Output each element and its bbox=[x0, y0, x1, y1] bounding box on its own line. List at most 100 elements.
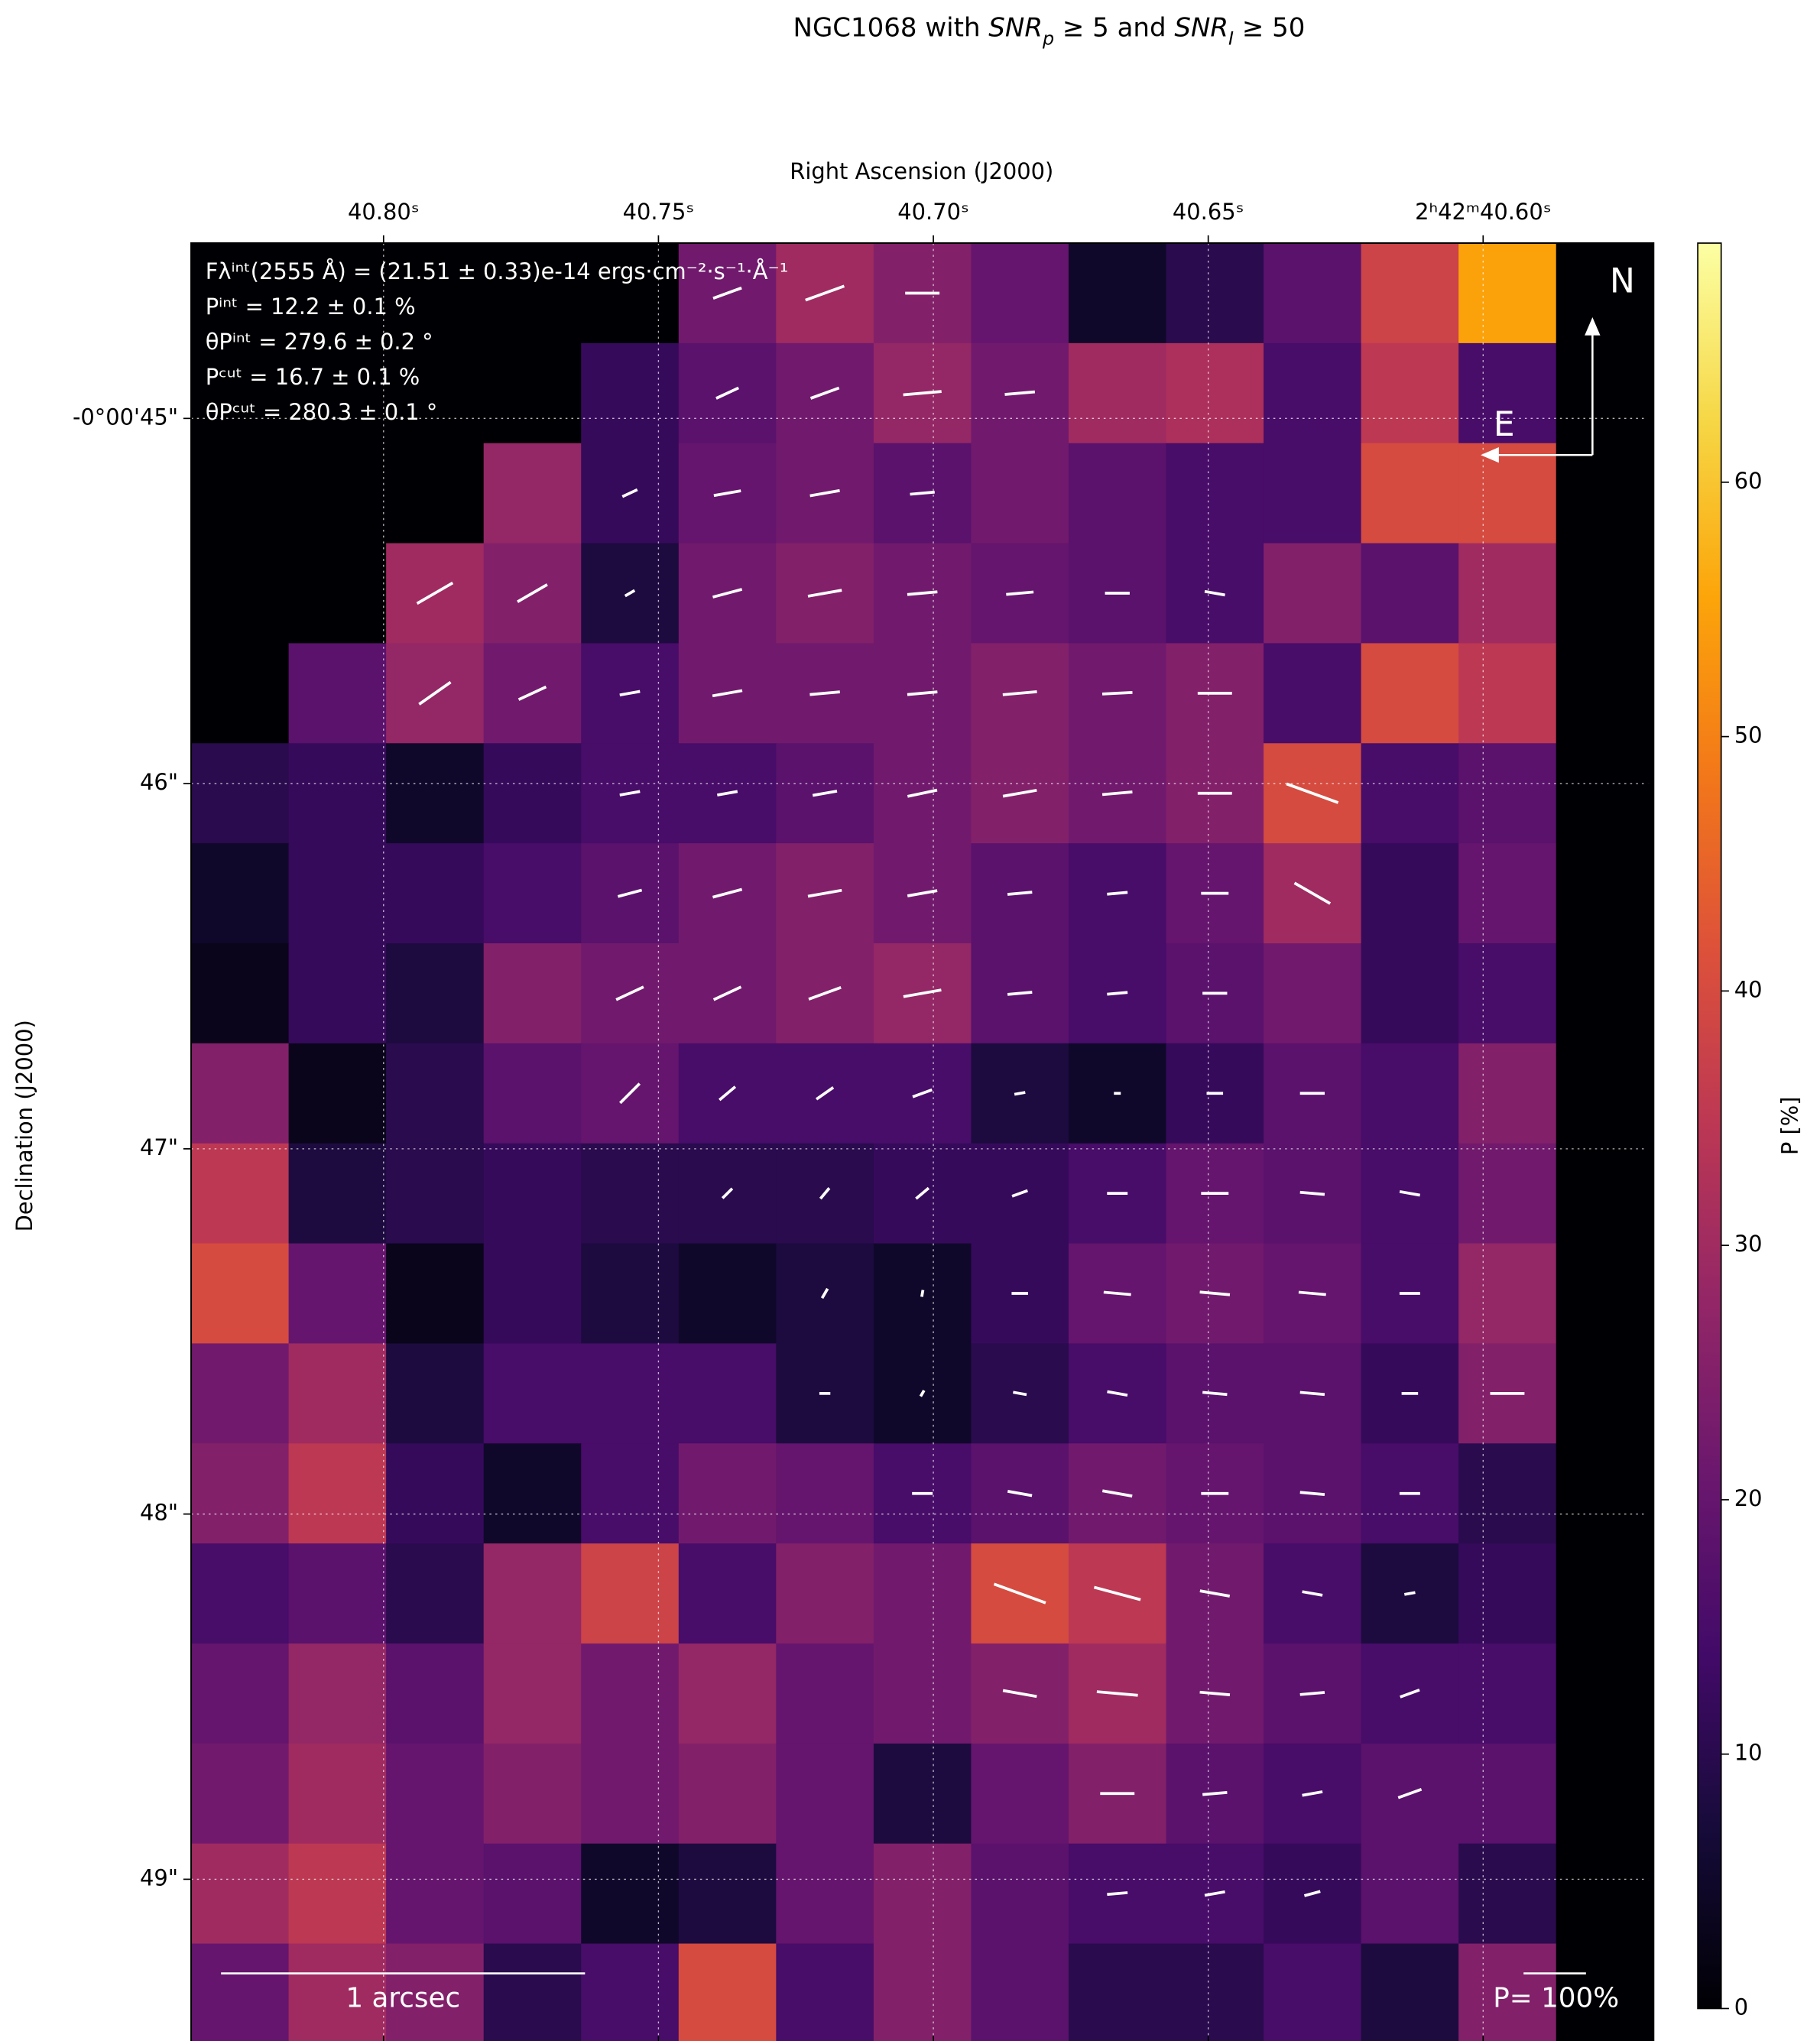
polarization-vector bbox=[912, 1088, 933, 1098]
x-axis-title: Right Ascension (J2000) bbox=[790, 158, 1053, 184]
heatmap-cell bbox=[483, 1643, 582, 1744]
x-tick-label: 40.80ˢ bbox=[348, 199, 420, 225]
heatmap-cell bbox=[971, 1743, 1069, 1845]
polarization-vector bbox=[807, 888, 842, 898]
heatmap-cell bbox=[483, 342, 582, 444]
polarization-vector bbox=[1014, 1091, 1026, 1096]
heatmap-cell bbox=[581, 243, 680, 344]
heatmap-cell bbox=[288, 1743, 387, 1845]
heatmap-cell bbox=[873, 1543, 972, 1644]
polarization-vector bbox=[907, 889, 938, 897]
polarization-vector bbox=[1204, 1890, 1225, 1897]
polarization-vector bbox=[517, 583, 548, 603]
heatmap-cell bbox=[1264, 243, 1362, 344]
heatmap-cell bbox=[971, 443, 1069, 544]
heatmap-cell bbox=[1556, 1643, 1654, 1744]
heatmap-cell bbox=[483, 943, 582, 1044]
heatmap-cell bbox=[1264, 543, 1362, 644]
heatmap-cell bbox=[581, 1843, 680, 1945]
polarization-vector bbox=[1007, 1490, 1033, 1497]
heatmap-cell bbox=[191, 1543, 290, 1644]
heatmap-cell bbox=[971, 1943, 1069, 2041]
polarization-vector bbox=[617, 888, 643, 898]
heatmap-cell bbox=[191, 1743, 290, 1845]
heatmap-cell bbox=[288, 243, 387, 344]
heatmap-cell bbox=[386, 243, 485, 344]
heatmap-cell bbox=[386, 943, 485, 1044]
y-tick-label: 46" bbox=[140, 769, 178, 795]
polarization-vector bbox=[809, 488, 840, 498]
heatmap-cell bbox=[1458, 342, 1557, 444]
polarization-vector bbox=[903, 390, 942, 397]
polarization-vector bbox=[1002, 1689, 1037, 1699]
heatmap-cell bbox=[678, 1343, 777, 1445]
east-label: E bbox=[1494, 405, 1515, 444]
polarization-vector bbox=[1013, 1390, 1027, 1397]
heatmap-cell bbox=[1556, 843, 1654, 944]
heatmap-cell bbox=[386, 843, 485, 944]
heatmap-cell bbox=[288, 443, 387, 544]
polarization-vector bbox=[1403, 1591, 1416, 1596]
heatmap-cell bbox=[678, 1443, 777, 1544]
polarization-vector bbox=[1103, 1290, 1131, 1296]
heatmap-cell bbox=[191, 643, 290, 745]
heatmap-cell bbox=[1361, 443, 1460, 544]
heatmap-cell bbox=[288, 1543, 387, 1644]
polarization-vector bbox=[809, 386, 840, 400]
heatmap-cell bbox=[1556, 743, 1654, 844]
polarization-vector bbox=[1299, 1491, 1325, 1496]
heatmap-cell bbox=[1458, 1443, 1557, 1544]
title-part: p bbox=[1042, 28, 1054, 49]
x-tick-label: 2ʰ42ᵐ40.60ˢ bbox=[1415, 199, 1551, 225]
polarization-vector bbox=[418, 680, 452, 706]
heatmap-cell bbox=[386, 1243, 485, 1345]
heatmap-cell bbox=[1458, 1543, 1557, 1644]
heatmap-cell bbox=[483, 443, 582, 544]
polarization-vector bbox=[919, 1390, 926, 1397]
heatmap-cell bbox=[873, 1943, 972, 2041]
polarization-vector bbox=[1002, 788, 1037, 798]
colorbar bbox=[1697, 242, 1722, 2010]
heatmap-cell bbox=[191, 1443, 290, 1544]
heatmap-cell bbox=[1458, 543, 1557, 644]
heatmap-cell bbox=[483, 743, 582, 844]
heatmap-cell bbox=[1458, 1043, 1557, 1144]
polarization-vector bbox=[713, 489, 741, 498]
heatmap-cell bbox=[386, 1643, 485, 1744]
title-part: I bbox=[1228, 28, 1234, 49]
heatmap-cell bbox=[581, 342, 680, 444]
heatmap-cell bbox=[1556, 643, 1654, 745]
polarization-vector bbox=[1107, 1390, 1128, 1397]
polarization-vector bbox=[819, 1187, 831, 1200]
annotation: θPᶜᵘᵗ = 280.3 ± 0.1 ° bbox=[206, 399, 438, 425]
polarization-vector bbox=[1302, 1590, 1323, 1597]
heatmap-cell bbox=[581, 1943, 680, 2041]
heatmap-cell bbox=[1264, 943, 1362, 1044]
heatmap-cell bbox=[1458, 243, 1557, 344]
polarization-vector bbox=[621, 488, 638, 498]
heatmap-cell bbox=[776, 1743, 874, 1845]
heatmap-cell bbox=[678, 1743, 777, 1845]
heatmap-cell bbox=[581, 1443, 680, 1544]
heatmap-cell bbox=[1556, 342, 1654, 444]
polarization-vector bbox=[619, 690, 641, 697]
heatmap-cell bbox=[191, 543, 290, 644]
colorbar-tick-label: 10 bbox=[1734, 1740, 1763, 1766]
heatmap-cell bbox=[1068, 443, 1167, 544]
heatmap-cell bbox=[1068, 243, 1167, 344]
heatmap-cell bbox=[873, 1643, 972, 1744]
polarization-vector bbox=[1096, 1690, 1138, 1697]
heatmap-cell bbox=[191, 1943, 290, 2041]
polarization-vector bbox=[1199, 1589, 1231, 1598]
heatmap-cell bbox=[483, 1543, 582, 1644]
annotations: Fλⁱⁿᵗ(2555 Å) = (21.51 ± 0.33)e-14 ergs·… bbox=[206, 258, 789, 425]
polarization-vector bbox=[816, 1086, 835, 1101]
polarization-vector bbox=[1093, 1585, 1141, 1601]
heatmap-cell bbox=[483, 1743, 582, 1845]
y-tick-label: -0°00'45" bbox=[73, 404, 178, 430]
heatmap-cell bbox=[1556, 1343, 1654, 1445]
heatmap-cell bbox=[288, 342, 387, 444]
colorbar-ticks: 0 10 20 30 40 50 60 bbox=[1721, 468, 1763, 2020]
plot-frame bbox=[190, 242, 1655, 2041]
